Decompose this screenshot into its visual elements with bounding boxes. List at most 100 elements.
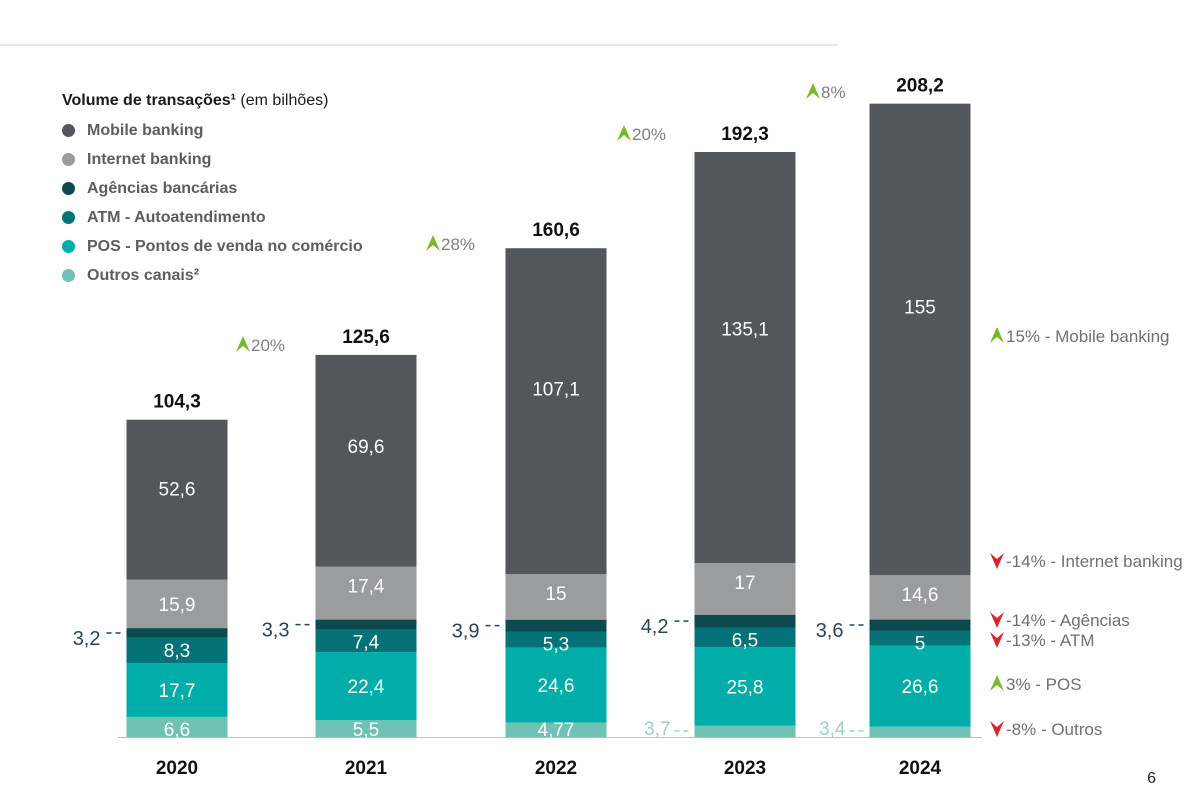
data-label-mobile-banking-2021: 69,6 — [348, 437, 385, 458]
change-arrow-up-icon — [990, 327, 1004, 343]
legend-label: POS - Pontos de venda no comércio — [87, 237, 363, 255]
bar-segment-internet-banking-2022 — [505, 574, 607, 620]
total-label-2024: 208,2 — [896, 76, 944, 97]
bar-segment-pos-pontos-de-venda-no-com-rcio-2020 — [126, 663, 228, 717]
data-label-atm-autoatendimento-2023: 6,5 — [732, 630, 758, 651]
legend-label: Internet banking — [87, 150, 212, 168]
x-tick-label-2021: 2021 — [345, 758, 388, 779]
bar-segment-pos-pontos-de-venda-no-com-rcio-2024 — [869, 645, 971, 727]
data-label-internet-banking-2021: 17,4 — [348, 577, 385, 598]
yoy-arrow-up-icon — [236, 336, 250, 352]
bar-segment-mobile-banking-2020 — [126, 419, 228, 580]
bar-segment-atm-autoatendimento-2021 — [315, 629, 417, 653]
bar-segment-pos-pontos-de-venda-no-com-rcio-2021 — [315, 652, 417, 721]
data-label-mobile-banking-2022: 107,1 — [532, 379, 580, 400]
data-label-internet-banking-2022: 15 — [545, 584, 566, 605]
data-label-atm-autoatendimento-2020: 8,3 — [164, 641, 190, 662]
data-label-agencias-2023: 4,2 — [641, 616, 669, 638]
x-tick-label-2024: 2024 — [899, 758, 942, 779]
change-arrow-down-icon — [990, 632, 1004, 648]
bar-segment-internet-banking-2024 — [869, 575, 971, 620]
yoy-growth-label: 20% — [632, 125, 666, 144]
total-label-2020: 104,3 — [153, 392, 201, 413]
bar-segment-pos-pontos-de-venda-no-com-rcio-2022 — [505, 647, 607, 723]
yoy-growth-label: 20% — [251, 336, 285, 355]
legend-item: Internet banking — [62, 145, 363, 174]
yoy-arrow-up-icon — [426, 235, 440, 251]
bar-segment-outros-canais-2024 — [869, 726, 971, 737]
legend-label: Agências bancárias — [87, 179, 238, 197]
bar-segment-internet-banking-2021 — [315, 566, 417, 620]
bar-segment-atm-autoatendimento-2022 — [505, 631, 607, 648]
data-label-outros-2022: 4,77 — [538, 720, 575, 741]
bar-segment-ag-ncias-banc-rias-2023 — [694, 614, 796, 628]
data-label-outros-2024: 3,4 — [819, 719, 846, 740]
data-label-atm-autoatendimento-2022: 5,3 — [543, 635, 569, 656]
x-tick-label-2022: 2022 — [535, 758, 577, 779]
legend-item: Outros canais² — [62, 261, 363, 290]
data-label-pos-pontos-de-venda-no-com-rcio-2023: 25,8 — [727, 678, 764, 699]
data-label-agencias-2020: 3,2 — [73, 628, 101, 650]
bar-segment-mobile-banking-2024 — [869, 103, 971, 576]
change-arrow-down-icon — [990, 612, 1004, 628]
bar-segment-internet-banking-2023 — [694, 562, 796, 615]
legend-swatch — [62, 124, 75, 137]
bar-segment-outros-canais-2020 — [126, 716, 228, 737]
change-arrow-up-icon — [990, 675, 1004, 691]
bar-segment-outros-canais-2021 — [315, 720, 417, 737]
bar-segment-internet-banking-2020 — [126, 579, 228, 629]
bar-segment-outros-canais-2022 — [505, 722, 607, 737]
data-label-pos-pontos-de-venda-no-com-rcio-2020: 17,7 — [159, 681, 196, 702]
legend-title: Volume de transações¹ (em bilhões) — [62, 92, 329, 109]
channel-change-label: 3% - POS — [1006, 675, 1082, 694]
chart-legend: Volume de transações¹ (em bilhões) Mobil… — [62, 92, 363, 290]
legend-label: ATM - Autoatendimento — [87, 208, 266, 226]
data-label-agencias-2022: 3,9 — [452, 621, 480, 643]
data-label-outros-2021: 5,5 — [353, 720, 379, 741]
data-label-internet-banking-2023: 17 — [734, 573, 755, 594]
data-label-pos-pontos-de-venda-no-com-rcio-2022: 24,6 — [538, 676, 575, 697]
data-label-agencias-2024: 3,6 — [816, 620, 844, 642]
legend-swatch — [62, 211, 75, 224]
data-label-mobile-banking-2023: 135,1 — [721, 320, 769, 341]
change-arrow-down-icon — [990, 553, 1004, 569]
yoy-growth-label: 28% — [441, 235, 475, 254]
channel-change-label: -13% - ATM — [1006, 631, 1094, 650]
legend-swatch — [62, 269, 75, 282]
legend-item: Agências bancárias — [62, 174, 363, 203]
total-label-2021: 125,6 — [342, 327, 390, 348]
total-label-2022: 160,6 — [532, 220, 580, 241]
legend-swatch — [62, 240, 75, 253]
bar-segment-outros-canais-2023 — [694, 725, 796, 737]
data-label-internet-banking-2020: 15,9 — [159, 595, 196, 616]
data-label-atm-autoatendimento-2021: 7,4 — [353, 633, 380, 654]
yoy-arrow-up-icon — [806, 83, 820, 99]
legend-swatch — [62, 153, 75, 166]
yoy-arrow-up-icon — [617, 125, 631, 141]
data-label-agencias-2021: 3,3 — [262, 620, 290, 642]
bar-segment-ag-ncias-banc-rias-2024 — [869, 619, 971, 631]
change-arrow-down-icon — [990, 721, 1004, 737]
yoy-growth-label: 8% — [821, 83, 846, 102]
bar-segment-ag-ncias-banc-rias-2021 — [315, 619, 417, 630]
data-label-pos-pontos-de-venda-no-com-rcio-2021: 22,4 — [348, 677, 385, 698]
channel-change-label: 15% - Mobile banking — [1006, 327, 1169, 346]
bar-segment-atm-autoatendimento-2024 — [869, 630, 971, 646]
data-label-outros-2020: 6,6 — [164, 720, 190, 741]
legend-label: Mobile banking — [87, 121, 204, 139]
bar-segment-mobile-banking-2021 — [315, 354, 417, 567]
data-label-internet-banking-2024: 14,6 — [902, 585, 939, 606]
legend-label: Outros canais² — [87, 266, 200, 284]
data-label-mobile-banking-2024: 155 — [904, 297, 936, 318]
total-label-2023: 192,3 — [721, 124, 769, 145]
bar-segment-mobile-banking-2022 — [505, 248, 607, 575]
legend-item: ATM - Autoatendimento — [62, 203, 363, 232]
bar-segment-pos-pontos-de-venda-no-com-rcio-2023 — [694, 647, 796, 726]
data-label-atm-autoatendimento-2024: 5 — [915, 634, 926, 655]
bar-segment-ag-ncias-banc-rias-2020 — [126, 628, 228, 638]
data-label-mobile-banking-2020: 52,6 — [159, 480, 196, 501]
channel-change-label: -8% - Outros — [1006, 720, 1102, 739]
bar-segment-atm-autoatendimento-2023 — [694, 627, 796, 648]
bar-segment-ag-ncias-banc-rias-2022 — [505, 619, 607, 632]
